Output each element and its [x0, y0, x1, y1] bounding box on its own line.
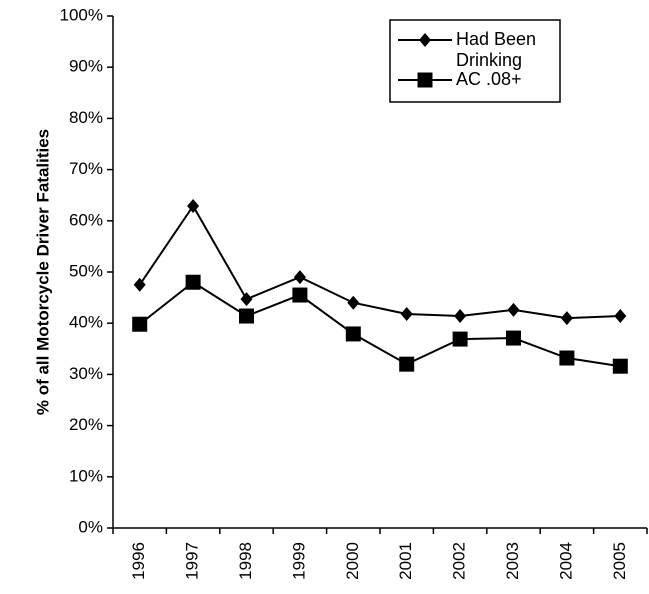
y-tick-label: 20% [69, 415, 103, 434]
data-point [132, 316, 148, 332]
data-point [419, 33, 431, 47]
data-point [133, 277, 146, 292]
x-tick-label: 1997 [183, 542, 202, 580]
data-point [400, 306, 413, 321]
legend-box [389, 19, 561, 103]
y-tick-label: 60% [69, 210, 103, 229]
series-line [139, 281, 621, 368]
x-tick-label: 2001 [396, 542, 415, 580]
data-point [292, 287, 308, 303]
data-point [507, 302, 520, 317]
data-point [506, 330, 521, 346]
data-point [293, 270, 306, 285]
x-tick-label: 2004 [556, 542, 575, 580]
series-line [138, 204, 621, 320]
y-tick-label: 0% [78, 517, 103, 536]
legend-label: AC .08+ [456, 69, 522, 89]
data-point [345, 326, 361, 342]
y-tick-label: 100% [60, 5, 103, 24]
y-tick-label: 90% [69, 57, 103, 76]
x-tick-label: 1998 [236, 542, 255, 580]
data-point [399, 356, 415, 372]
y-tick-label: 70% [69, 159, 103, 178]
data-point [185, 274, 201, 290]
data-point [612, 358, 628, 374]
y-axis-label: % of all Motorcycle Driver Fatalities [33, 129, 52, 415]
x-tick-label: 1999 [289, 542, 308, 580]
x-tick-label: 1996 [129, 542, 148, 580]
y-tick-label: 80% [69, 108, 103, 127]
data-point [187, 198, 200, 213]
y-tick-label: 30% [69, 364, 103, 383]
data-point [240, 292, 253, 307]
y-tick-label: 40% [69, 313, 103, 332]
data-point [347, 295, 360, 310]
data-point [239, 308, 254, 324]
x-tick-label: 2002 [450, 542, 469, 580]
data-point [559, 350, 575, 366]
data-point [452, 331, 468, 347]
data-point [560, 311, 573, 326]
data-point [614, 309, 627, 324]
x-tick-label: 2003 [503, 542, 522, 580]
y-tick-label: 10% [69, 466, 103, 485]
data-point [417, 72, 433, 88]
legend-label: Had Been Drinking [456, 29, 537, 70]
y-tick-label: 50% [69, 261, 103, 280]
data-point [454, 309, 467, 324]
x-tick-label: 2000 [343, 542, 362, 580]
x-tick-label: 2005 [610, 542, 629, 580]
